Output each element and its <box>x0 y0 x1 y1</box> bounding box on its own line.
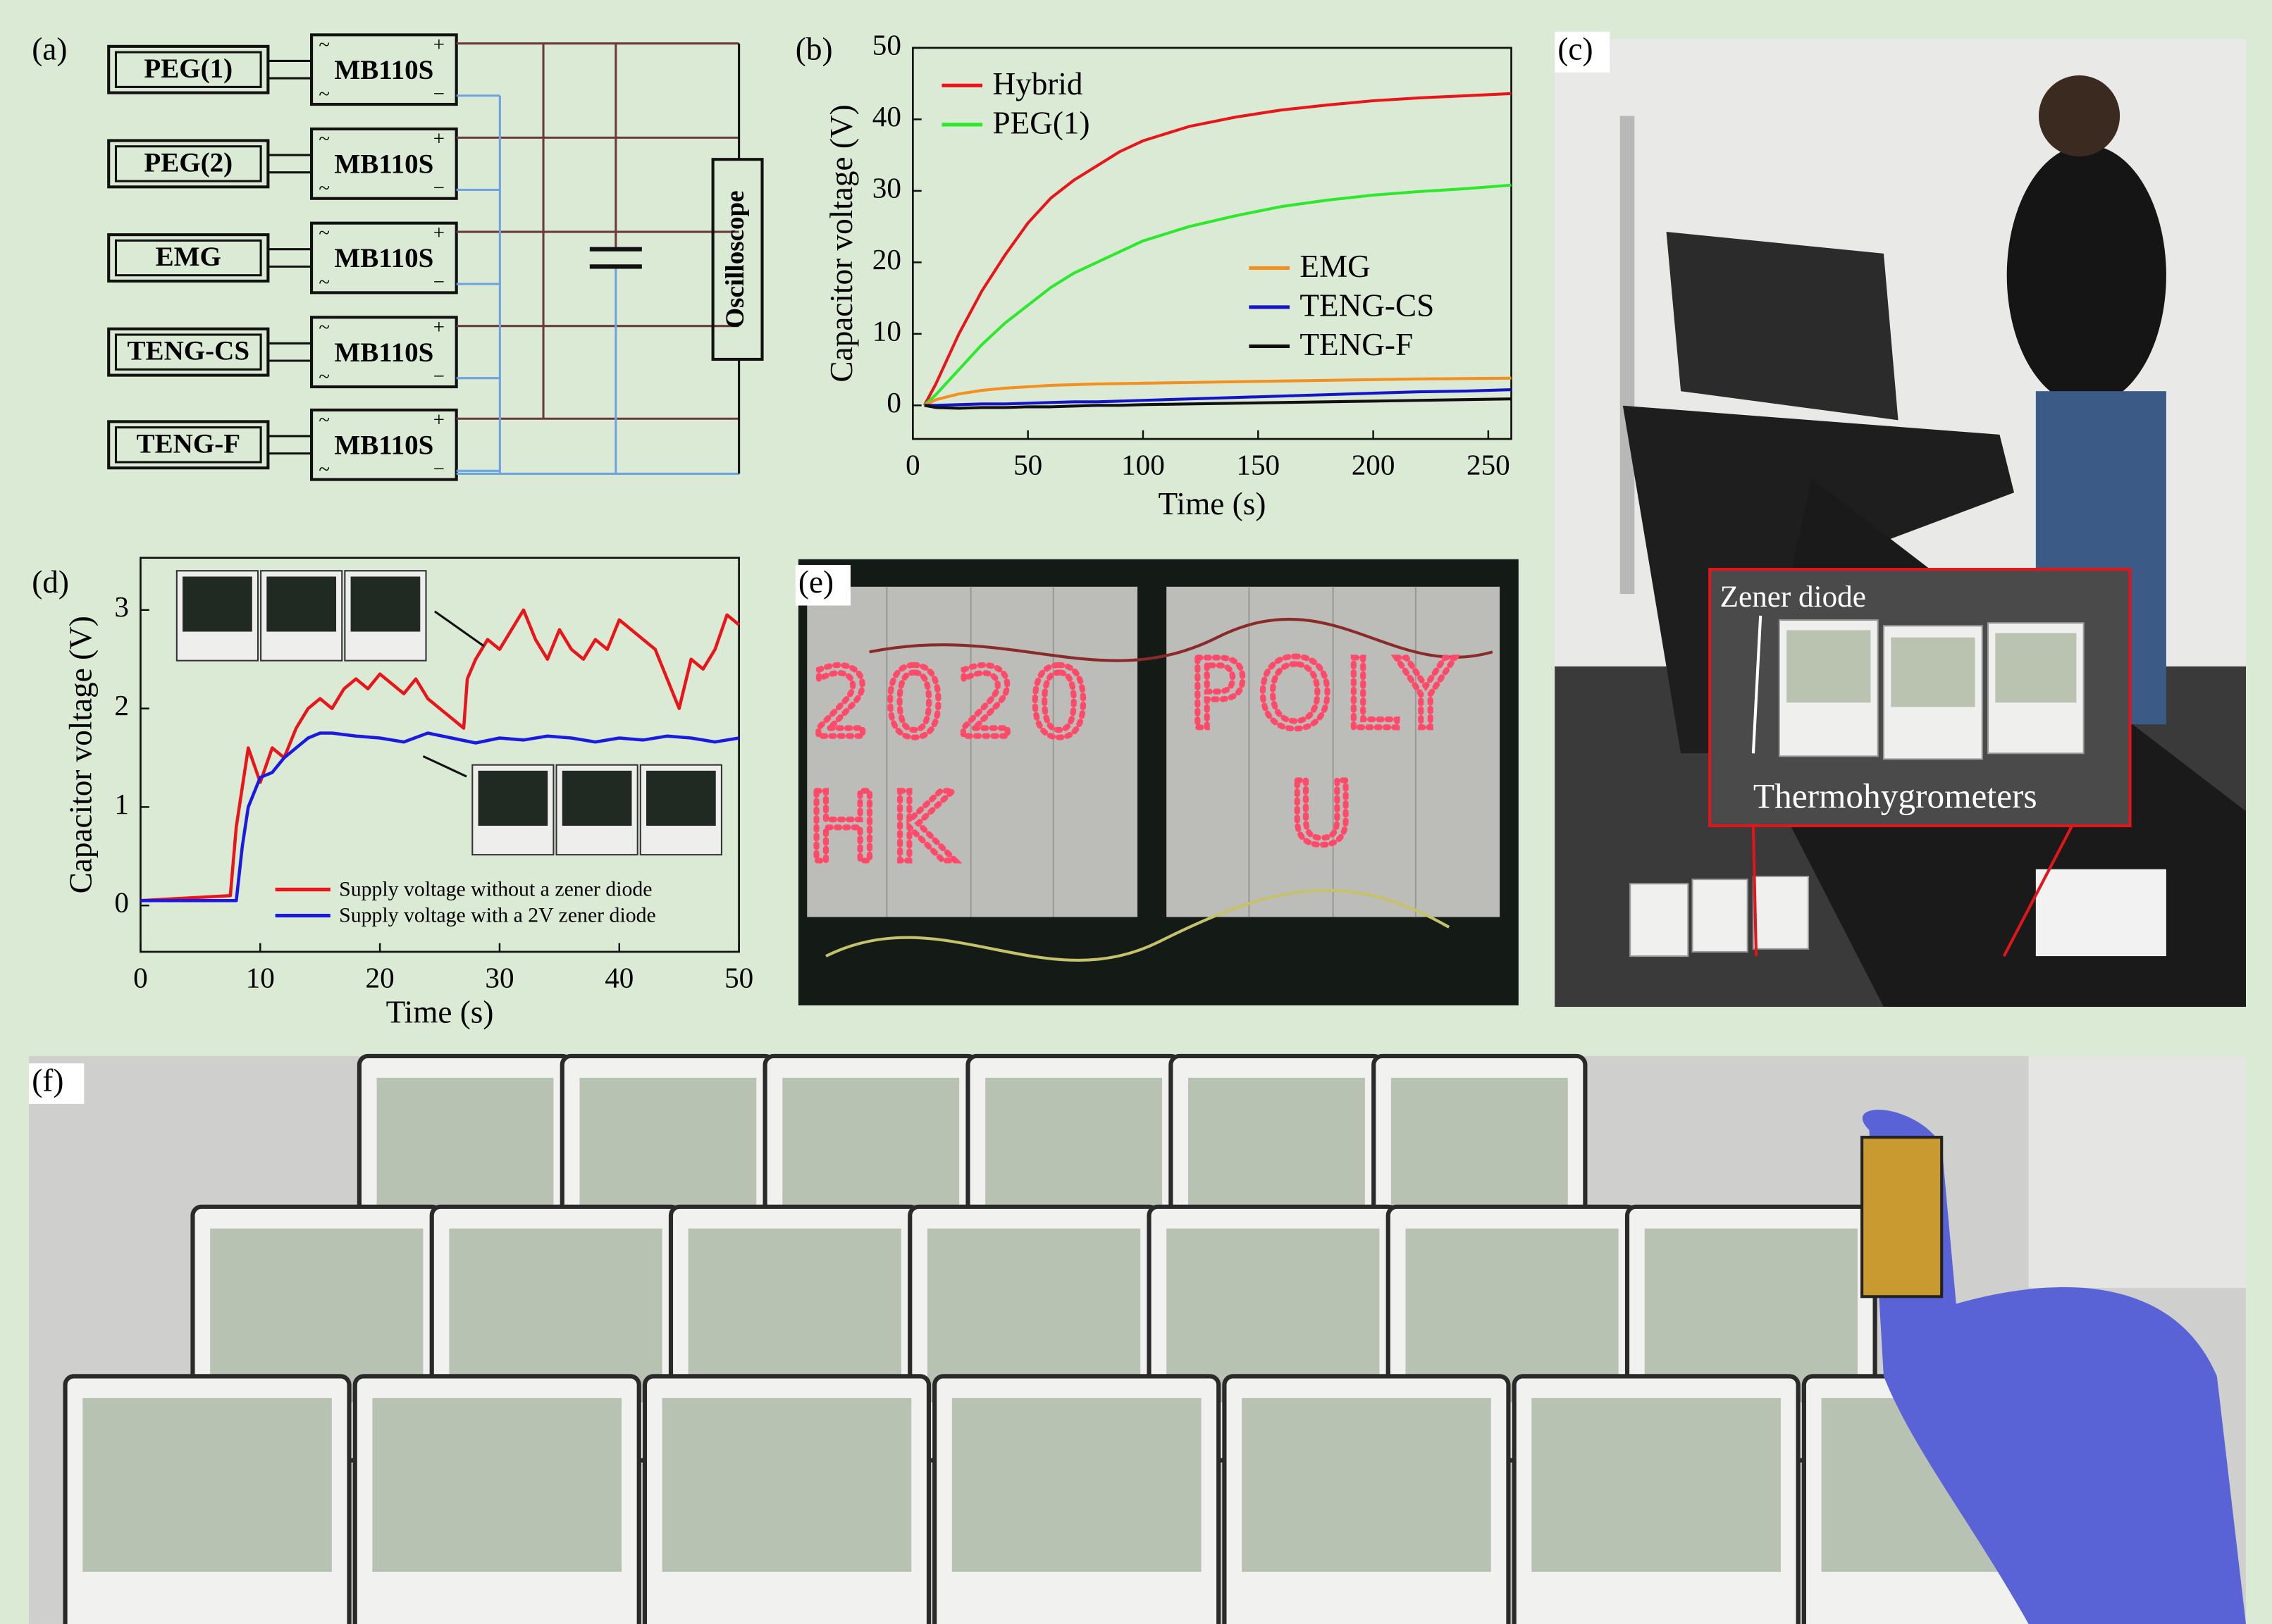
led-text: HK <box>807 772 965 884</box>
terminal-plus: + <box>433 33 445 56</box>
terminal-ac: ~ <box>319 33 330 56</box>
terminal-ac: ~ <box>319 409 330 431</box>
led-text: 2020 <box>811 648 1101 760</box>
inset-screen <box>479 771 548 826</box>
terminal-ac: ~ <box>319 271 330 294</box>
y-tick-label: 30 <box>872 171 901 204</box>
panel-label: (e) <box>798 564 834 600</box>
x-tick-label: 250 <box>1467 449 1510 481</box>
annotation: Zener diode <box>1720 581 1866 614</box>
terminal-ac: ~ <box>319 82 330 105</box>
y-tick-label: 10 <box>872 314 901 347</box>
source-label: PEG(1) <box>144 54 233 84</box>
y-axis-label: Capacitor voltage (V) <box>824 104 859 382</box>
source-label: EMG <box>156 242 221 272</box>
y-tick-label: 40 <box>872 100 901 132</box>
inset-screen <box>351 576 421 631</box>
y-tick-label: 3 <box>114 590 129 623</box>
legend-label: EMG <box>1299 249 1370 284</box>
source-label: PEG(2) <box>144 147 233 178</box>
y-tick-label: 1 <box>114 788 129 820</box>
bridge-label: MB110S <box>334 337 433 368</box>
thermometer-screen <box>1531 1398 1781 1572</box>
thermometer-screen <box>82 1398 332 1572</box>
terminal-ac: ~ <box>319 365 330 388</box>
terminal-ac: ~ <box>319 177 330 199</box>
legend-label: Hybrid <box>992 66 1082 101</box>
legend-label: PEG(1) <box>992 105 1089 140</box>
bridge-label: MB110S <box>334 55 433 85</box>
terminal-plus: + <box>433 316 445 338</box>
y-tick-label: 2 <box>114 689 129 721</box>
x-axis-label: Time (s) <box>386 995 494 1030</box>
y-tick-label: 20 <box>872 243 901 275</box>
thermometer-screen <box>952 1398 1202 1572</box>
led-text: U <box>1290 763 1365 864</box>
terminal-minus: − <box>433 177 445 199</box>
thermometer-screen <box>662 1398 912 1572</box>
inset-screen <box>646 771 716 826</box>
x-tick-label: 0 <box>133 961 148 993</box>
x-tick-label: 40 <box>605 961 634 993</box>
panel-label: (a) <box>32 31 67 66</box>
x-tick-label: 200 <box>1352 449 1395 481</box>
x-tick-label: 20 <box>366 961 395 993</box>
legend-label: TENG-F <box>1299 327 1413 362</box>
bridge-label: MB110S <box>334 430 433 460</box>
terminal-minus: − <box>433 271 445 294</box>
x-tick-label: 100 <box>1121 449 1165 481</box>
photo-c <box>1555 39 2246 1007</box>
y-axis-label: Capacitor voltage (V) <box>63 616 99 893</box>
source-label: TENG-CS <box>128 336 250 366</box>
thermometer-screen <box>782 1078 959 1223</box>
thermometer-screen <box>372 1398 622 1572</box>
terminal-minus: − <box>433 458 445 481</box>
thermometer-screen <box>377 1078 554 1223</box>
x-tick-label: 0 <box>906 449 920 481</box>
x-axis-label: Time (s) <box>1159 486 1266 521</box>
terminal-ac: ~ <box>319 222 330 244</box>
thermometer-screen <box>1391 1078 1568 1223</box>
inset-screen <box>183 576 252 631</box>
thermometer-screen <box>985 1078 1162 1223</box>
photo-f <box>29 1056 2246 1624</box>
panel-label: (b) <box>796 31 833 66</box>
led-text: POLY <box>1188 639 1467 750</box>
x-tick-label: 50 <box>724 961 753 993</box>
figure: (a)(b)(c)(d)(e)(f)PEG(1)MB110S~~+−PEG(2)… <box>0 0 2272 1624</box>
terminal-plus: + <box>433 222 445 244</box>
y-tick-label: 0 <box>887 386 901 419</box>
thermometer-screen <box>1242 1398 1491 1572</box>
terminal-ac: ~ <box>319 316 330 338</box>
inset-screen <box>266 576 336 631</box>
x-tick-label: 10 <box>246 961 275 993</box>
y-tick-label: 50 <box>872 28 901 61</box>
legend-label: TENG-CS <box>1299 287 1434 323</box>
legend-label: Supply voltage without a zener diode <box>339 877 652 900</box>
page: (a)(b)(c)(d)(e)(f)PEG(1)MB110S~~+−PEG(2)… <box>0 0 2272 1624</box>
bridge-label: MB110S <box>334 243 433 273</box>
inset-screen <box>562 771 632 826</box>
terminal-ac: ~ <box>319 128 330 150</box>
terminal-ac: ~ <box>319 458 330 481</box>
terminal-plus: + <box>433 128 445 150</box>
terminal-minus: − <box>433 365 445 388</box>
x-tick-label: 150 <box>1236 449 1280 481</box>
x-tick-label: 30 <box>485 961 514 993</box>
thermometer-screen <box>1188 1078 1365 1223</box>
terminal-plus: + <box>433 409 445 431</box>
bridge-label: MB110S <box>334 149 433 179</box>
panel-label: (f) <box>32 1062 63 1098</box>
y-tick-label: 0 <box>114 886 129 919</box>
annotation: Thermohygrometers <box>1753 776 2037 815</box>
panel-label: (c) <box>1557 31 1593 66</box>
source-label: TENG-F <box>137 428 241 459</box>
thermometer-screen <box>579 1078 756 1223</box>
legend-label: Supply voltage with a 2V zener diode <box>339 903 656 926</box>
terminal-minus: − <box>433 82 445 105</box>
x-tick-label: 50 <box>1013 449 1042 481</box>
panel-label: (d) <box>32 564 69 600</box>
oscilloscope-label: Oscilloscope <box>721 190 750 328</box>
